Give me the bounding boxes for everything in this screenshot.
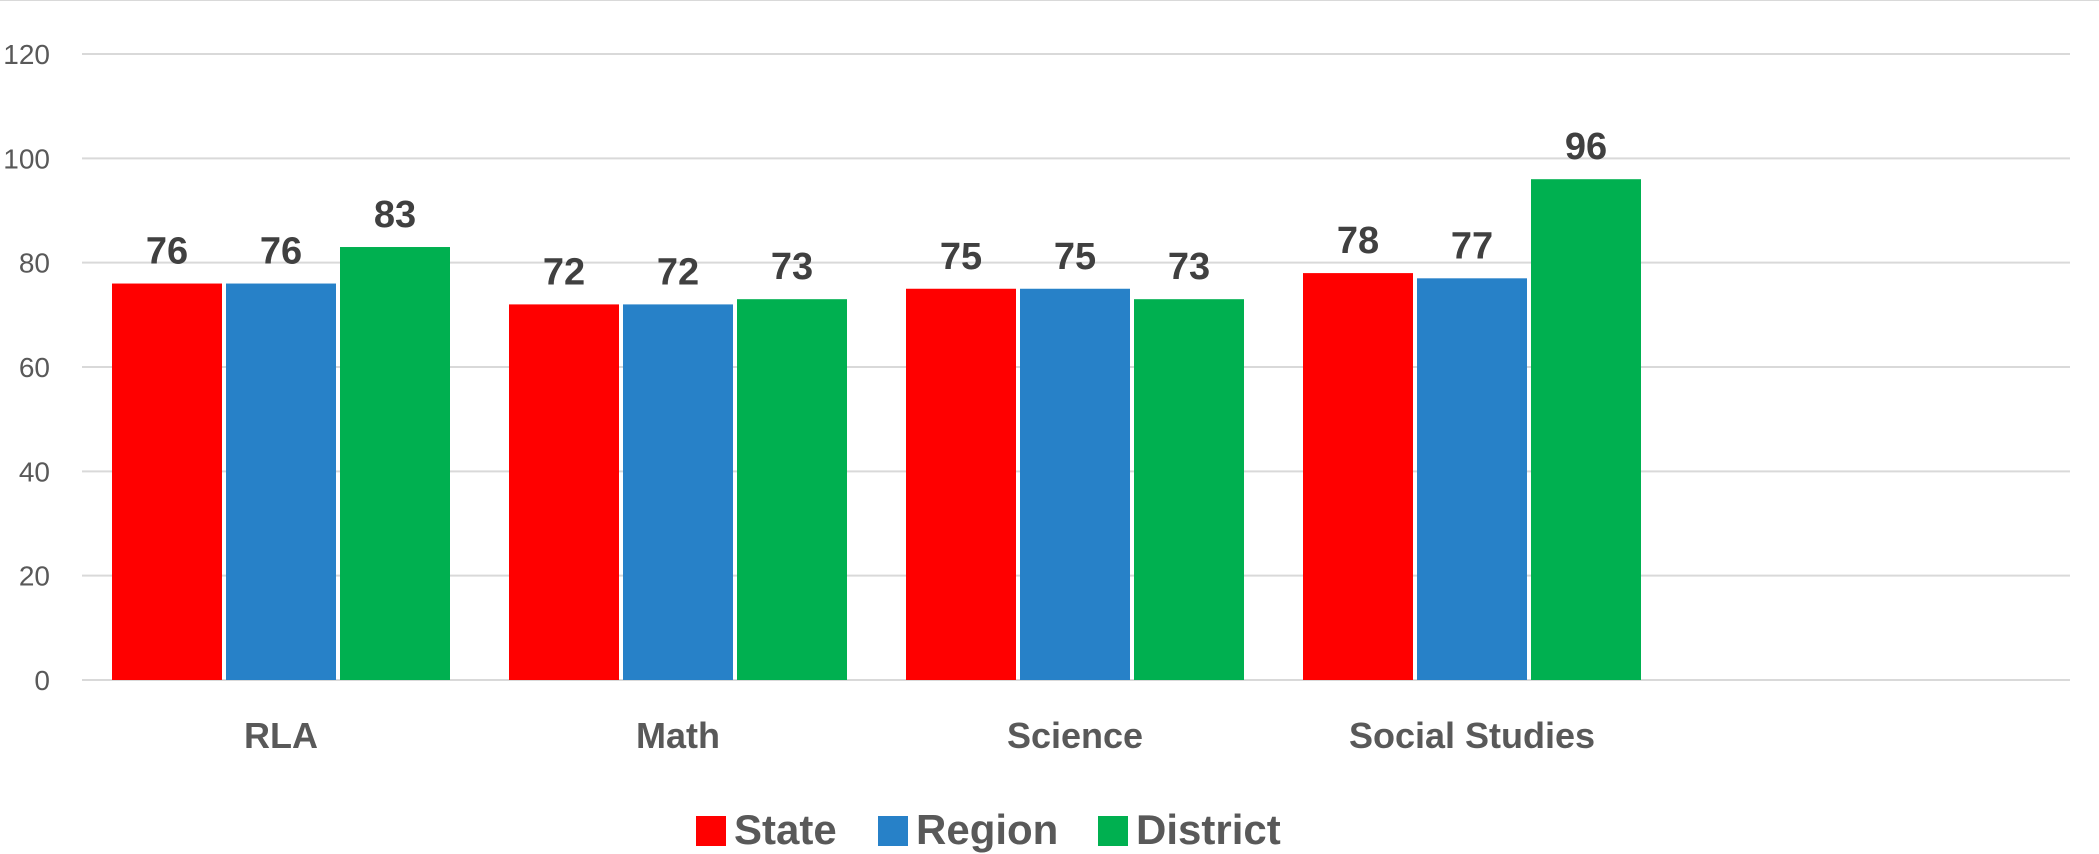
legend-swatch (878, 816, 908, 846)
y-axis-ticks: 0 20 40 60 80 100 120 (3, 39, 50, 696)
bars (112, 179, 1641, 680)
bar (1531, 179, 1641, 680)
data-label: 73 (771, 246, 813, 288)
category-label: RLA (244, 715, 318, 756)
data-labels: 76 76 83 72 72 73 75 75 73 78 77 96 (146, 126, 1607, 293)
legend-label: District (1136, 806, 1281, 853)
data-label: 75 (940, 236, 982, 278)
bar (112, 283, 222, 680)
y-tick-label: 100 (3, 143, 50, 174)
bar (1020, 288, 1130, 680)
bar (1303, 273, 1413, 680)
bar (340, 247, 450, 680)
legend: State Region District (696, 806, 1281, 853)
legend-swatch (696, 816, 726, 846)
category-label: Social Studies (1349, 715, 1595, 756)
bar (226, 283, 336, 680)
legend-label: State (734, 806, 837, 853)
bar (737, 299, 847, 680)
category-label: Science (1007, 715, 1143, 756)
y-tick-label: 40 (19, 456, 50, 487)
data-label: 77 (1451, 225, 1493, 267)
y-tick-label: 120 (3, 39, 50, 70)
y-tick-label: 0 (34, 665, 50, 696)
data-label: 73 (1168, 246, 1210, 288)
data-label: 76 (146, 231, 188, 273)
y-tick-label: 60 (19, 352, 50, 383)
data-label: 72 (543, 251, 585, 293)
data-label: 96 (1565, 126, 1607, 168)
y-tick-label: 80 (19, 248, 50, 279)
data-label: 72 (657, 251, 699, 293)
legend-label: Region (916, 806, 1058, 853)
data-label: 76 (260, 231, 302, 273)
bar (1134, 299, 1244, 680)
data-label: 78 (1337, 220, 1379, 262)
category-label: Math (636, 715, 720, 756)
bar (623, 304, 733, 680)
bar (1417, 278, 1527, 680)
legend-swatch (1098, 816, 1128, 846)
bar (906, 288, 1016, 680)
data-label: 75 (1054, 236, 1096, 278)
y-tick-label: 20 (19, 561, 50, 592)
bar (509, 304, 619, 680)
data-label: 83 (374, 194, 416, 236)
x-axis-categories: RLA Math Science Social Studies (244, 715, 1595, 756)
